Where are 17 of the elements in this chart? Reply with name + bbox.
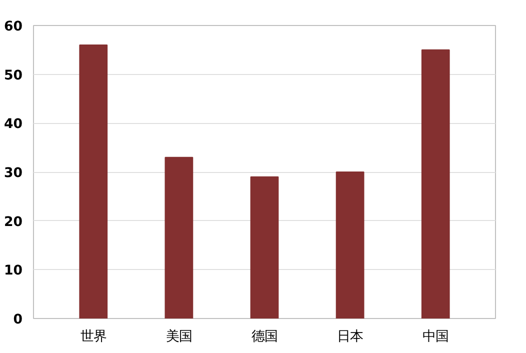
y-tick-label: 50 [4,68,23,84]
x-tick-label: 德国 [252,330,278,344]
x-tick-label: 中国 [422,330,449,344]
x-tick-label: 世界 [80,330,106,344]
y-tick-label: 20 [4,214,23,230]
bar [421,49,450,318]
bar [336,172,364,318]
y-tick-label: 60 [4,20,23,34]
x-tick-label: 美国 [166,328,192,344]
bar [79,44,108,318]
y-tick-label: 30 [4,166,23,181]
bar [164,156,194,318]
y-tick-label: 40 [4,117,23,132]
bar [250,176,279,318]
y-tick-label: 0 [13,312,23,328]
y-tick-label: 10 [4,264,23,279]
x-tick-label: 日本 [337,330,364,344]
